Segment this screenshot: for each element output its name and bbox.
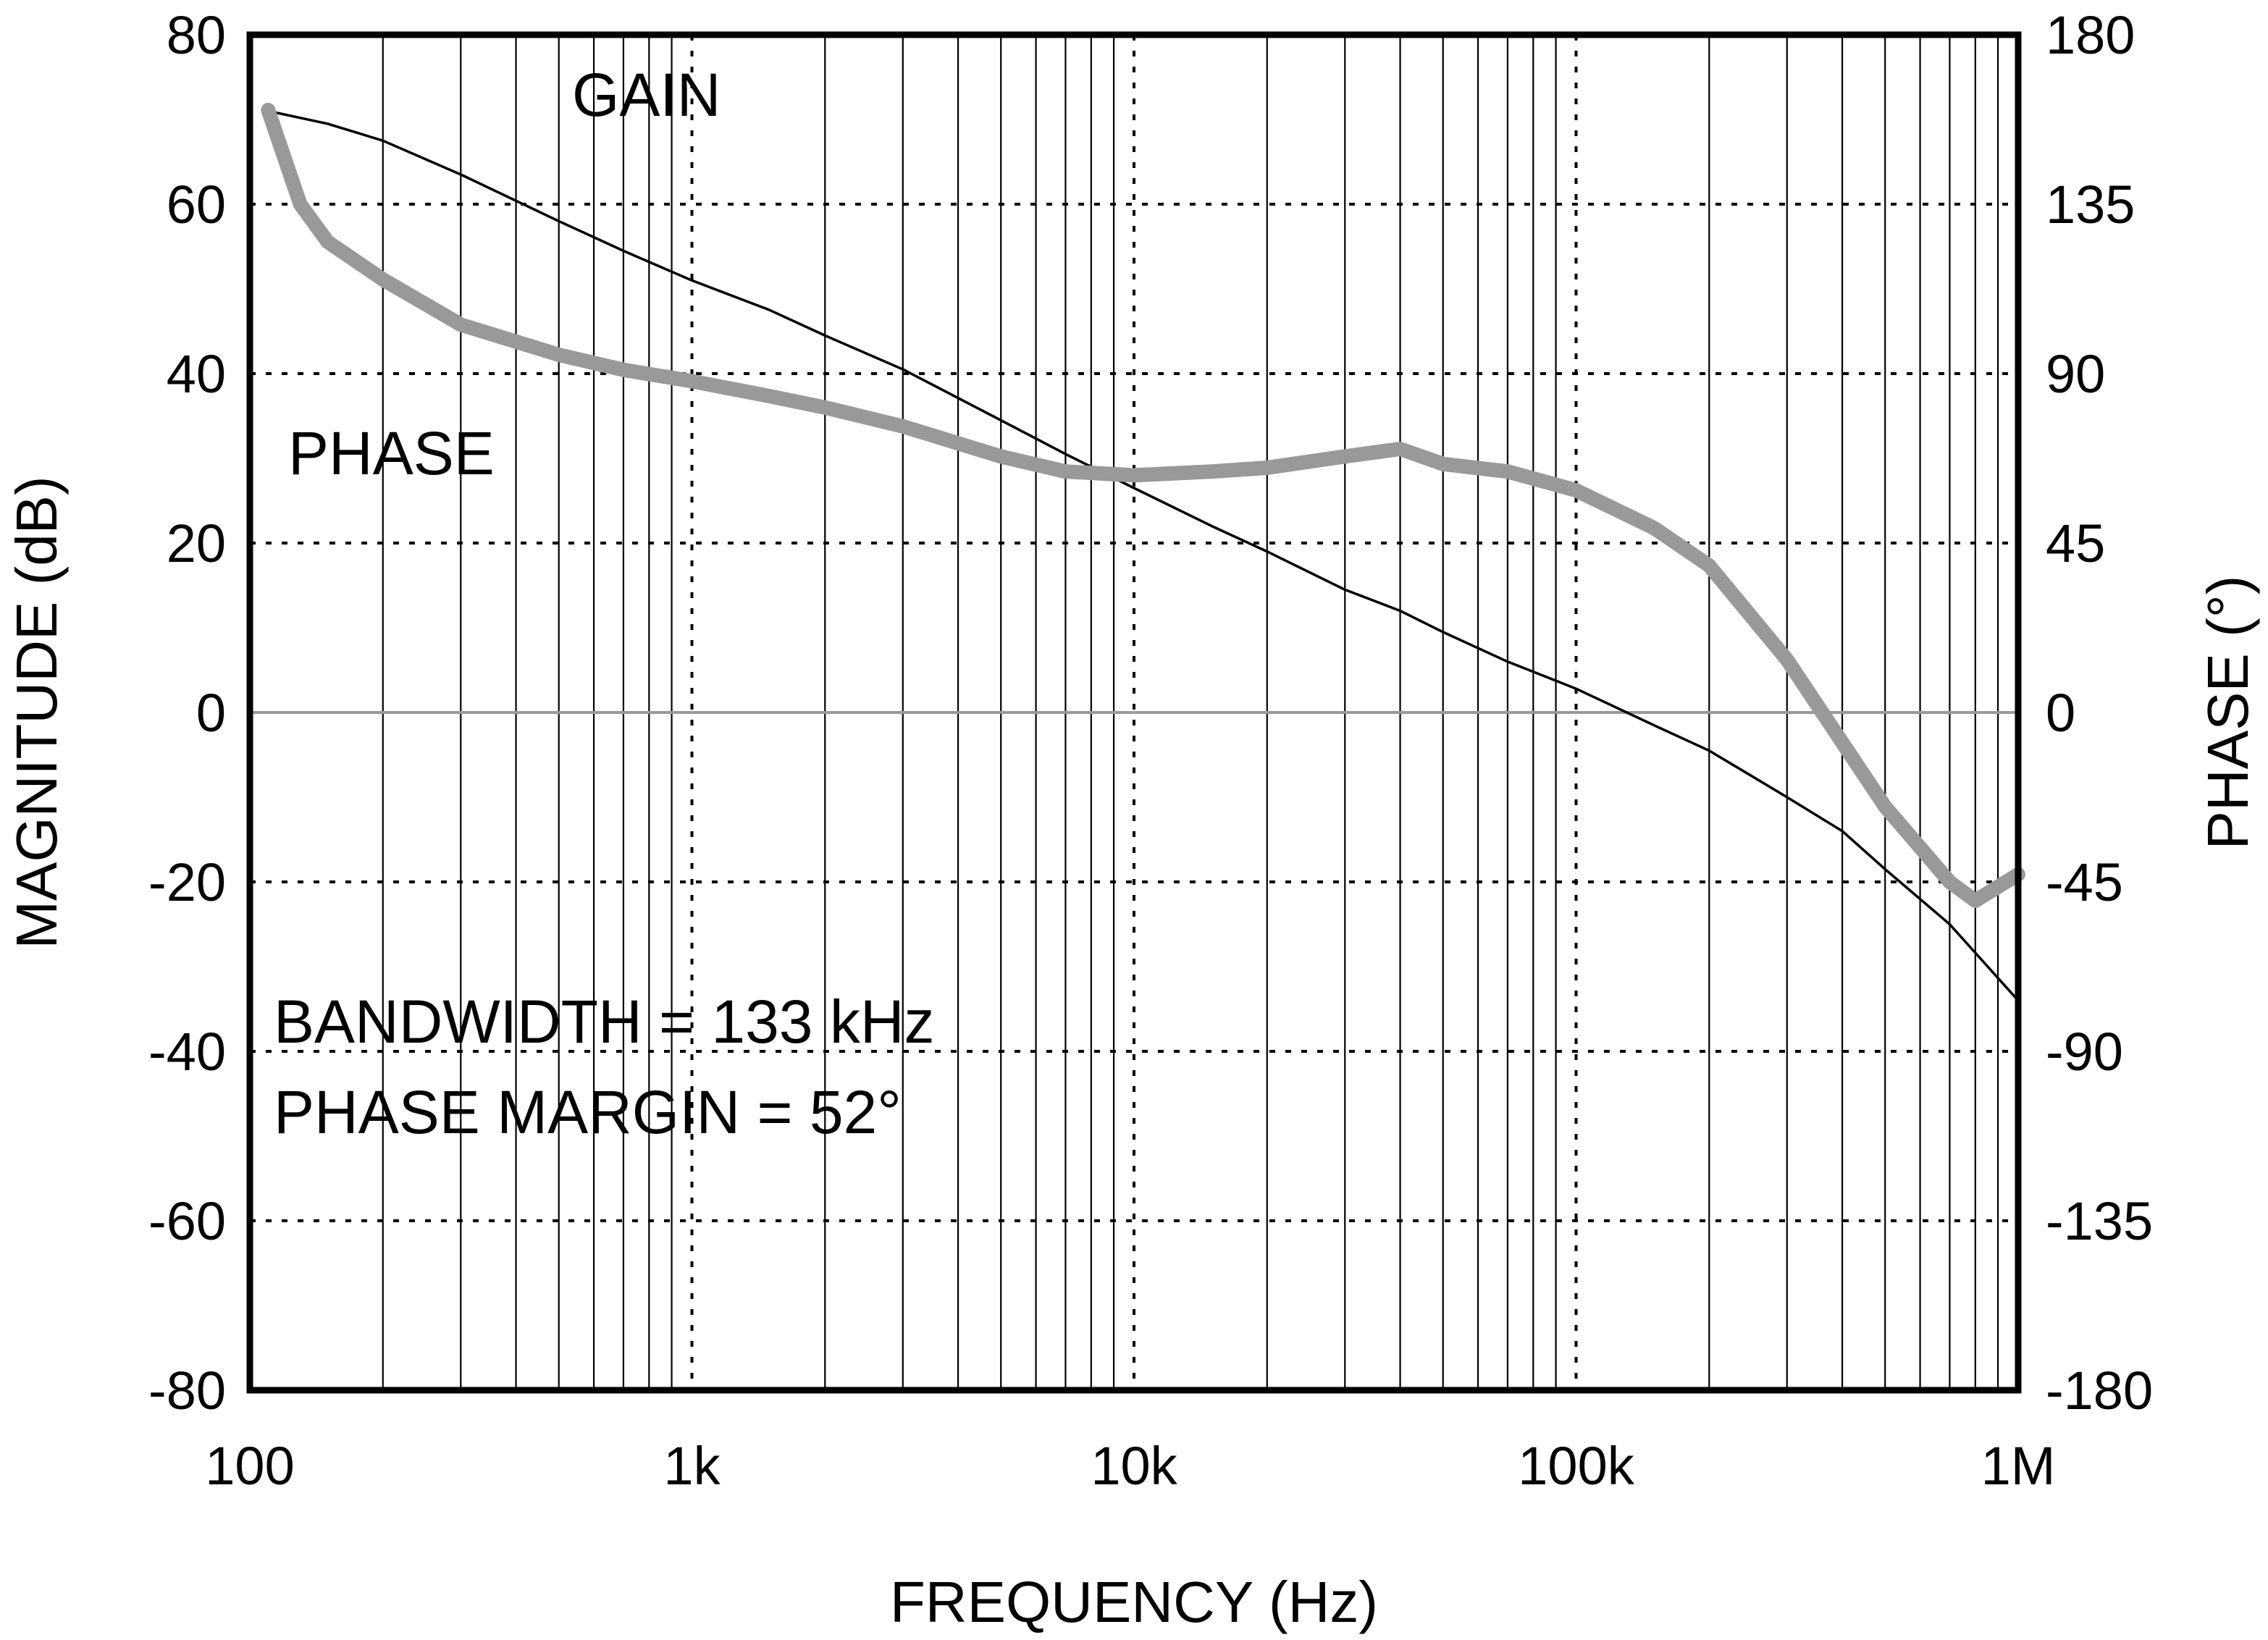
y-right-tick-label: 90 bbox=[2046, 344, 2105, 404]
y-right-tick-label: -180 bbox=[2046, 1361, 2153, 1421]
y-left-tick-label: 40 bbox=[167, 344, 226, 404]
y-right-tick-label: -135 bbox=[2046, 1191, 2153, 1251]
y-axis-left-title: MAGNITUDE (dB) bbox=[4, 476, 69, 949]
y-right-tick-label: 180 bbox=[2046, 5, 2135, 65]
x-tick-label: 100 bbox=[205, 1436, 294, 1496]
y-left-tick-label: -20 bbox=[148, 852, 226, 912]
y-right-tick-label: -45 bbox=[2046, 852, 2123, 912]
series-line-gain bbox=[266, 109, 2020, 1002]
series-line-phase bbox=[261, 103, 2025, 908]
y-left-tick-label: -80 bbox=[148, 1361, 226, 1421]
y-left-tick-label: 80 bbox=[167, 5, 226, 65]
plot-series bbox=[261, 103, 2025, 1002]
tick-labels: 100 1k 10k 100k 1M 80 60 40 20 0 -20 -40 -60 -80 180 13… bbox=[148, 5, 2153, 1496]
y-left-tick-label: -60 bbox=[148, 1191, 226, 1251]
annotation-phase-margin: PHASE MARGIN = 52° bbox=[274, 1078, 902, 1146]
y-axis-right-title: PHASE (°) bbox=[2196, 576, 2260, 850]
annotation-phase: PHASE bbox=[288, 419, 495, 487]
x-tick-label: 10k bbox=[1091, 1436, 1177, 1496]
y-left-tick-label: -40 bbox=[148, 1022, 226, 1082]
x-tick-label: 1M bbox=[1981, 1436, 2056, 1496]
grid-lines bbox=[250, 35, 2018, 1390]
y-left-tick-label: 0 bbox=[196, 683, 226, 743]
y-right-tick-label: 135 bbox=[2046, 174, 2135, 235]
plot-frame bbox=[246, 31, 2022, 1394]
x-axis-title: FREQUENCY (Hz) bbox=[890, 1570, 1378, 1634]
y-right-tick-label: -90 bbox=[2046, 1022, 2123, 1082]
x-tick-label: 1k bbox=[663, 1436, 721, 1496]
y-left-tick-label: 20 bbox=[167, 513, 226, 573]
x-tick-label: 100k bbox=[1518, 1436, 1634, 1496]
annotation-gain: GAIN bbox=[572, 61, 721, 129]
y-right-tick-label: 0 bbox=[2046, 683, 2075, 743]
y-right-tick-label: 45 bbox=[2046, 513, 2105, 573]
y-left-tick-label: 60 bbox=[167, 174, 226, 235]
annotation-bandwidth: BANDWIDTH = 133 kHz bbox=[274, 988, 935, 1056]
